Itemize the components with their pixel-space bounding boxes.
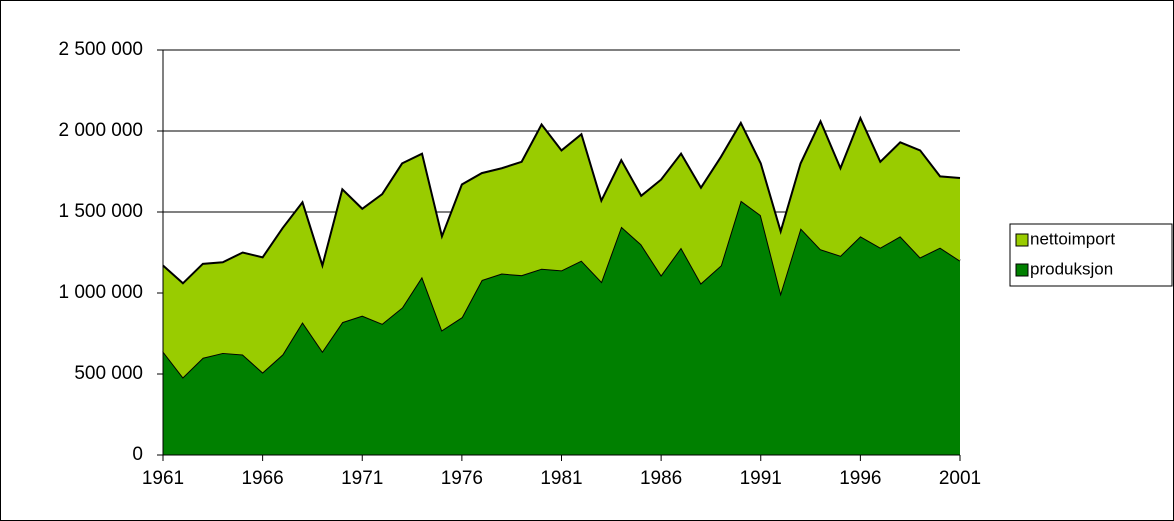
y-tick-label: 1 000 000: [58, 282, 143, 303]
y-tick-label: 0: [132, 444, 143, 465]
legend-swatch: [1015, 263, 1029, 277]
legend-label: nettoimport: [1030, 229, 1115, 248]
y-tick-label: 1 500 000: [58, 201, 143, 222]
x-tick-label: 1996: [839, 468, 881, 489]
x-tick-label: 1976: [441, 468, 483, 489]
area-fill: [163, 200, 960, 455]
y-tick-label: 2 500 000: [58, 39, 143, 60]
x-tick-label: 1986: [640, 468, 682, 489]
legend-box: [1009, 223, 1173, 287]
x-tick-label: 1966: [241, 468, 283, 489]
area-fill: [163, 118, 960, 378]
legend-label: produksjon: [1030, 259, 1113, 278]
x-tick-label: 1991: [740, 468, 782, 489]
x-tick-label: 1971: [341, 468, 383, 489]
legend: nettoimport produksjon: [1009, 223, 1173, 287]
legend-swatch: [1015, 233, 1029, 247]
x-tick-label: 2001: [939, 468, 981, 489]
area-edge: [162, 115, 961, 285]
x-tick-label: 1961: [142, 468, 184, 489]
x-tick-label: 1981: [540, 468, 582, 489]
y-tick-label: 2 000 000: [58, 120, 143, 141]
y-tick-label: 500 000: [74, 363, 143, 384]
